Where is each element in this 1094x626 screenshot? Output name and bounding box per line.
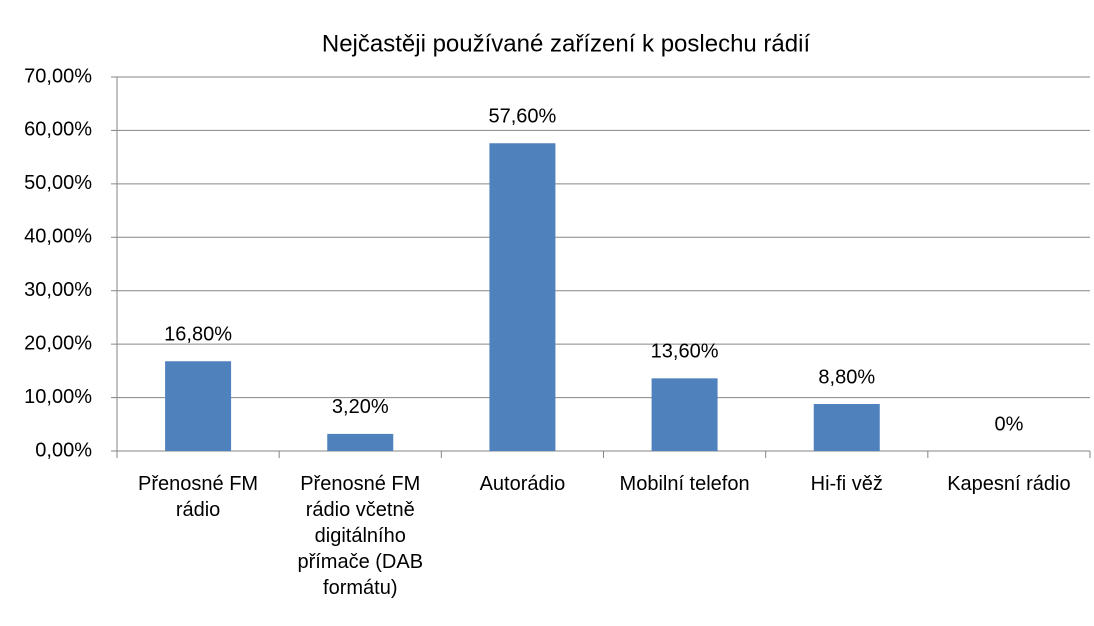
y-tick-label: 60,00% <box>24 119 92 141</box>
y-tick-label: 0,00% <box>35 439 92 461</box>
x-tick-label: Mobilní telefon <box>619 473 750 495</box>
value-label: 0% <box>994 413 1023 435</box>
chart-title: Nejčastěji používané zařízení k poslechu… <box>322 30 811 57</box>
value-label: 13,60% <box>651 341 719 363</box>
y-tick-label: 20,00% <box>24 332 92 354</box>
bar <box>165 361 232 451</box>
y-tick-label: 10,00% <box>24 386 92 408</box>
x-tick-label: Hi-fi věž <box>810 473 883 495</box>
x-tick-label: Přenosné FM rádio <box>138 473 259 521</box>
bar <box>489 143 556 451</box>
bar <box>327 433 394 451</box>
value-label: 57,60% <box>488 106 556 128</box>
bar <box>651 378 718 451</box>
y-tick-label: 50,00% <box>24 172 92 194</box>
value-label: 3,20% <box>332 396 389 418</box>
x-tick-label: Přenosné FM rádio včetně digitálního pří… <box>297 473 424 599</box>
y-tick-label: 30,00% <box>24 279 92 301</box>
bar <box>813 403 880 451</box>
x-tick-label: Kapesní rádio <box>947 473 1071 495</box>
y-tick-label: 40,00% <box>24 226 92 248</box>
y-tick-label: 70,00% <box>24 65 92 87</box>
value-label: 8,80% <box>818 366 875 388</box>
value-label: 16,80% <box>164 324 232 346</box>
x-tick-label: Autorádio <box>479 473 566 495</box>
